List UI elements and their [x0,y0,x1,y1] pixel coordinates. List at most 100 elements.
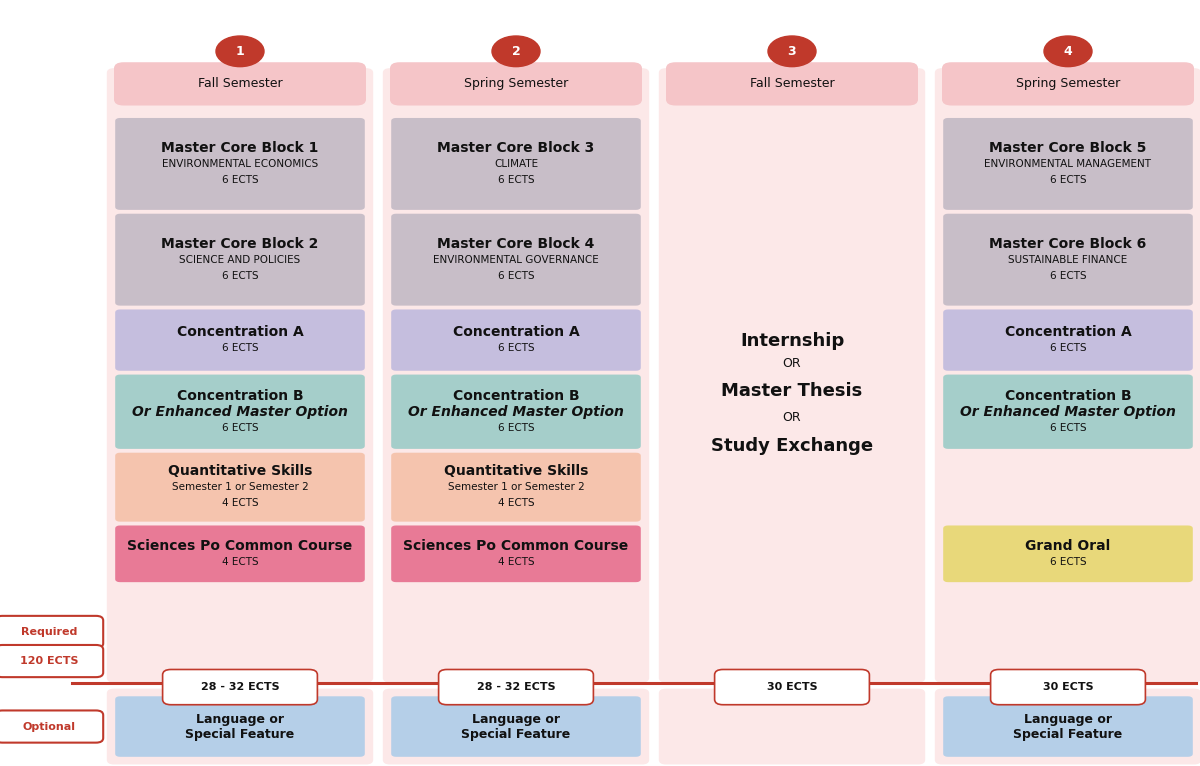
Text: 3: 3 [787,45,797,57]
FancyBboxPatch shape [943,309,1193,371]
Text: Concentration B: Concentration B [452,388,580,403]
Text: Required: Required [22,627,77,637]
FancyBboxPatch shape [107,689,373,764]
Text: Internship: Internship [740,332,844,350]
FancyBboxPatch shape [666,62,918,106]
Text: Master Core Block 3: Master Core Block 3 [437,141,595,155]
Text: 6 ECTS: 6 ECTS [1050,343,1086,353]
FancyBboxPatch shape [439,669,593,705]
Circle shape [492,36,540,67]
Text: Language or
Special Feature: Language or Special Feature [461,712,571,741]
FancyBboxPatch shape [163,669,318,705]
Text: 6 ECTS: 6 ECTS [498,343,534,353]
FancyBboxPatch shape [115,453,365,522]
Text: Or Enhanced Master Option: Or Enhanced Master Option [960,404,1176,419]
Text: 6 ECTS: 6 ECTS [222,175,258,185]
FancyBboxPatch shape [935,689,1200,764]
Text: Fall Semester: Fall Semester [198,77,282,90]
Text: 4 ECTS: 4 ECTS [222,557,258,567]
Text: SUSTAINABLE FINANCE: SUSTAINABLE FINANCE [1008,254,1128,265]
FancyBboxPatch shape [943,696,1193,757]
Text: 30 ECTS: 30 ECTS [767,682,817,692]
FancyBboxPatch shape [659,689,925,764]
FancyBboxPatch shape [991,669,1146,705]
Text: 6 ECTS: 6 ECTS [1050,175,1086,185]
FancyBboxPatch shape [114,62,366,106]
Text: Spring Semester: Spring Semester [1016,77,1120,90]
Text: Fall Semester: Fall Semester [750,77,834,90]
FancyBboxPatch shape [943,375,1193,449]
Circle shape [216,36,264,67]
Text: 6 ECTS: 6 ECTS [498,175,534,185]
FancyBboxPatch shape [107,68,373,683]
Text: Semester 1 or Semester 2: Semester 1 or Semester 2 [172,482,308,493]
Text: 30 ECTS: 30 ECTS [1043,682,1093,692]
FancyBboxPatch shape [115,525,365,582]
Text: Concentration A: Concentration A [1004,325,1132,339]
FancyBboxPatch shape [0,711,103,743]
Text: 6 ECTS: 6 ECTS [498,423,534,433]
Text: Semester 1 or Semester 2: Semester 1 or Semester 2 [448,482,584,493]
FancyBboxPatch shape [943,118,1193,210]
Text: OR: OR [782,411,802,424]
FancyBboxPatch shape [659,68,925,683]
Text: Master Thesis: Master Thesis [721,381,863,400]
FancyBboxPatch shape [115,118,365,210]
FancyBboxPatch shape [943,525,1193,582]
Text: 1: 1 [235,45,245,57]
Text: CLIMATE: CLIMATE [494,159,538,169]
Text: Sciences Po Common Course: Sciences Po Common Course [403,538,629,553]
Text: 4 ECTS: 4 ECTS [498,498,534,509]
FancyBboxPatch shape [942,62,1194,106]
Text: 4 ECTS: 4 ECTS [498,557,534,567]
FancyBboxPatch shape [391,375,641,449]
Text: Concentration A: Concentration A [176,325,304,339]
Text: Language or
Special Feature: Language or Special Feature [185,712,295,741]
FancyBboxPatch shape [115,214,365,306]
Text: 4 ECTS: 4 ECTS [222,498,258,509]
Text: Master Core Block 4: Master Core Block 4 [437,237,595,250]
Text: Grand Oral: Grand Oral [1025,538,1111,553]
FancyBboxPatch shape [115,375,365,449]
Text: SCIENCE AND POLICIES: SCIENCE AND POLICIES [179,254,301,265]
Text: Master Core Block 6: Master Core Block 6 [989,237,1147,250]
Circle shape [768,36,816,67]
FancyBboxPatch shape [0,616,103,648]
Text: ENVIRONMENTAL MANAGEMENT: ENVIRONMENTAL MANAGEMENT [984,159,1152,169]
Text: Study Exchange: Study Exchange [710,437,874,455]
Text: Concentration B: Concentration B [176,388,304,403]
FancyBboxPatch shape [115,309,365,371]
Text: Or Enhanced Master Option: Or Enhanced Master Option [408,404,624,419]
Text: ENVIRONMENTAL GOVERNANCE: ENVIRONMENTAL GOVERNANCE [433,254,599,265]
Circle shape [1044,36,1092,67]
Text: ENVIRONMENTAL ECONOMICS: ENVIRONMENTAL ECONOMICS [162,159,318,169]
Text: 6 ECTS: 6 ECTS [1050,557,1086,567]
FancyBboxPatch shape [391,696,641,757]
Text: Concentration A: Concentration A [452,325,580,339]
Text: Spring Semester: Spring Semester [464,77,568,90]
Text: OR: OR [782,358,802,370]
Text: Master Core Block 1: Master Core Block 1 [161,141,319,155]
Text: Master Core Block 2: Master Core Block 2 [161,237,319,250]
Text: 6 ECTS: 6 ECTS [1050,270,1086,281]
Text: 6 ECTS: 6 ECTS [498,270,534,281]
Text: 6 ECTS: 6 ECTS [222,343,258,353]
FancyBboxPatch shape [383,689,649,764]
Text: Master Core Block 5: Master Core Block 5 [989,141,1147,155]
Text: 4: 4 [1063,45,1073,57]
FancyBboxPatch shape [391,525,641,582]
Text: 120 ECTS: 120 ECTS [20,656,78,666]
FancyBboxPatch shape [391,214,641,306]
FancyBboxPatch shape [715,669,870,705]
FancyBboxPatch shape [0,645,103,677]
FancyBboxPatch shape [935,68,1200,683]
Text: 6 ECTS: 6 ECTS [222,423,258,433]
Text: Quantitative Skills: Quantitative Skills [444,464,588,478]
Text: Quantitative Skills: Quantitative Skills [168,464,312,478]
Text: Language or
Special Feature: Language or Special Feature [1013,712,1123,741]
Text: Optional: Optional [23,722,76,732]
Text: 28 - 32 ECTS: 28 - 32 ECTS [476,682,556,692]
Text: Concentration B: Concentration B [1004,388,1132,403]
FancyBboxPatch shape [383,68,649,683]
FancyBboxPatch shape [391,118,641,210]
